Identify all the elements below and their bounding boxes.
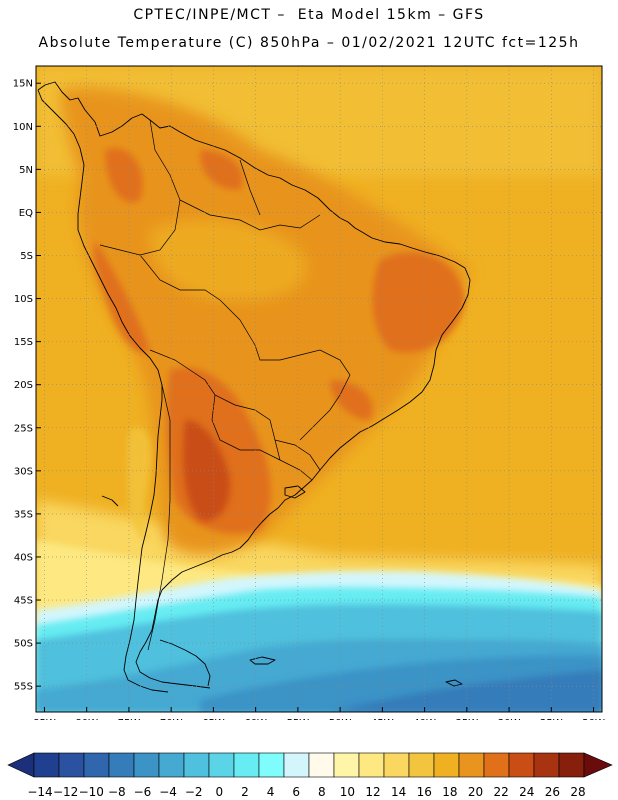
colorbar-cell [58, 752, 85, 778]
colorbar-cell [508, 752, 535, 778]
lat-label: 35S [14, 509, 33, 520]
lon-label: 40W [413, 718, 436, 720]
map-frame [35, 65, 603, 713]
colorbar-cell [383, 752, 410, 778]
colorbar-label: 16 [417, 785, 432, 799]
colorbar: −14 −12 −10 −8 −6 −4 −2 0 2 4 6 8 10 12 14 16 18 20 22 24 26… [7, 752, 613, 799]
colorbar-label: 22 [494, 785, 509, 799]
colorbar-cell [258, 752, 285, 778]
lon-label: 30W [498, 718, 521, 720]
lon-label: 70W [160, 718, 183, 720]
colorbar-label: −12 [53, 785, 78, 799]
lon-label: 75W [118, 718, 141, 720]
lon-label: 85W [33, 718, 56, 720]
title-line-2: Absolute Temperature (C) 850hPa – 01/02/… [38, 35, 580, 51]
lat-label: 40S [14, 552, 33, 563]
colorbar-cell [283, 752, 310, 778]
colorbar-label: 0 [216, 785, 224, 799]
lat-label: 15S [14, 337, 33, 348]
colorbar-label: 20 [468, 785, 483, 799]
lon-label: 60W [244, 718, 267, 720]
colorbar-label: 10 [340, 785, 355, 799]
colorbar-label: 8 [318, 785, 326, 799]
colorbar-cell [233, 752, 260, 778]
lon-label: 45W [371, 718, 394, 720]
colorbar-over-arrow [583, 752, 613, 778]
colorbar-label: 28 [570, 785, 585, 799]
colorbar-label: 12 [365, 785, 380, 799]
colorbar-cell [458, 752, 485, 778]
lat-label: 30S [14, 466, 33, 477]
colorbar-under-arrow [7, 752, 35, 778]
colorbar-label: 26 [545, 785, 560, 799]
lon-label: 35W [456, 718, 479, 720]
colorbar-cell [483, 752, 510, 778]
lat-label: 20S [14, 380, 33, 391]
lon-label: 80W [75, 718, 98, 720]
colorbar-label: 18 [442, 785, 457, 799]
latitude-labels: 15N 10N 5N EQ 5S 10S 15S 20S 25S 30S 35S 40S 45S 50S 5… [13, 79, 41, 693]
lat-label: 5S [20, 251, 33, 262]
lat-label: 15N [13, 79, 33, 90]
lon-label: 55W [287, 718, 310, 720]
lat-label: 45S [14, 596, 33, 607]
colorbar-label: −14 [27, 785, 52, 799]
colorbar-cell [83, 752, 110, 778]
colorbar-cell [183, 752, 210, 778]
lat-label: EQ [19, 208, 33, 219]
colorbar-label: 24 [519, 785, 534, 799]
lon-label: 50W [329, 718, 352, 720]
colorbar-label: 2 [241, 785, 249, 799]
country-borders [99, 119, 351, 651]
colorbar-cell [158, 752, 185, 778]
lat-label: 10S [14, 294, 33, 305]
longitude-labels: 85W 80W 75W 70W 65W 60W 55W 50W 45W 40W 35W 30W 25W 2… [33, 707, 605, 720]
colorbar-cell [433, 752, 460, 778]
temperature-map: 15N 10N 5N EQ 5S 10S 15S 20S 25S 30S 35S 40S 45S 50S 5… [13, 65, 605, 720]
lon-label: 20W [582, 718, 605, 720]
colorbar-cell [358, 752, 385, 778]
coastline [37, 81, 471, 693]
title-line-1: CPTEC/INPE/MCT – Eta Model 15km – GFS [133, 7, 485, 23]
colorbar-cell [108, 752, 135, 778]
colorbar-label: −8 [108, 785, 126, 799]
colorbar-cell [308, 752, 335, 778]
colorbar-label: −2 [185, 785, 203, 799]
colorbar-cell [33, 752, 60, 778]
colorbar-label: 4 [267, 785, 275, 799]
colorbar-label: −10 [79, 785, 104, 799]
colorbar-label: 6 [292, 785, 300, 799]
lat-label: 5N [19, 165, 33, 176]
colorbar-cell [208, 752, 235, 778]
lat-label: 25S [14, 423, 33, 434]
colorbar-cell [533, 752, 560, 778]
colorbar-label: −6 [134, 785, 152, 799]
lon-label: 25W [540, 718, 563, 720]
colorbar-cell [408, 752, 435, 778]
colorbar-cell [558, 752, 585, 778]
lat-label: 50S [14, 639, 33, 650]
lat-label: 55S [14, 682, 33, 693]
colorbar-label: −4 [159, 785, 177, 799]
colorbar-label: 14 [391, 785, 406, 799]
colorbar-cell [333, 752, 360, 778]
colorbar-cell [133, 752, 160, 778]
lon-label: 65W [202, 718, 225, 720]
lat-label: 10N [13, 122, 33, 133]
temperature-field [36, 66, 602, 712]
